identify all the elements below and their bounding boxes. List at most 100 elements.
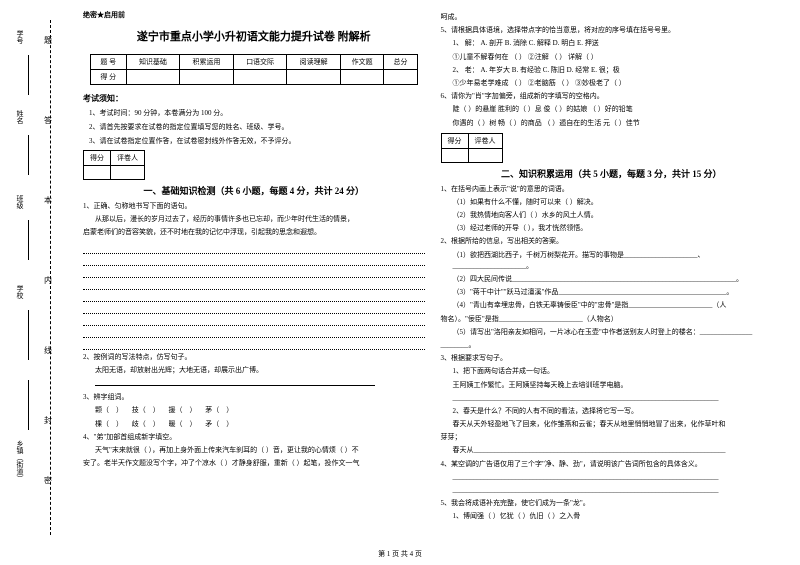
question-s2-2-line: （1）欲把西湖比西子，千树万树梨花开。描写的事物是_______________… — [441, 250, 783, 272]
char-item: 歧（ — [132, 420, 146, 428]
score-cell — [287, 70, 341, 85]
gutter-char: 题 — [44, 35, 52, 46]
question-5-line: 1、 解： A. 剖开 B. 消除 C. 解释 D. 明白 E. 押送 — [441, 38, 783, 49]
exam-page: 学号 姓名 班级 学校 乡镇（街道） 题 答 本 内 线 封 密 绝密★启用前 … — [0, 0, 800, 565]
table-row: 得 分 — [90, 70, 417, 85]
answer-blank: ________________________________________… — [441, 485, 783, 496]
right-column: 呵成。 5、请根据具体语境，选择带点字的恰当意思，将对应的序号填在括号号里。 1… — [433, 10, 791, 565]
notice-item: 3、请在试卷指定位置作答，在试卷密封线外作答无效，不予评分。 — [89, 136, 425, 146]
question-4: 4、"弟"加部首组成新字填空。 — [83, 432, 425, 443]
grade-box: 得分评卷人 — [83, 150, 145, 180]
question-4-body: 天气"末来就很（ ），再加上身外面上传来汽车刹耳的（ ）音，更让我的心情烦（ ）… — [83, 445, 425, 456]
question-3-row: 棵（ ） 歧（ ） 暖（ ） 矛（ ） — [83, 419, 425, 430]
question-s2-2-line: （4）"青山有幸埋忠骨，白铁无辜铸佞臣"中的"忠骨"是指____________… — [441, 300, 783, 311]
score-cell — [180, 70, 234, 85]
char-item: 援（ — [169, 406, 183, 414]
score-cell — [340, 70, 383, 85]
question-4-body: 安了。老半天作文题没写个字，冲了个凉水（ ）才静身舒服，重新（ ）起笔，投作文一… — [83, 458, 425, 469]
question-s2-2: 2、根据所给的信息，写出相关的答案。 — [441, 236, 783, 247]
gutter-field-town: 乡镇（街道） — [15, 440, 25, 482]
dotted-line — [83, 315, 425, 326]
char-item: ） — [190, 406, 197, 414]
question-5-line: 2、 老： A. 年岁大 B. 有经验 C. 陈旧 D. 经常 E. 很；极 — [441, 65, 783, 76]
answer-blank: ________________________________________… — [441, 393, 783, 404]
char-item: ） — [116, 406, 123, 414]
gbox-cell — [111, 166, 145, 180]
question-s2-1-line: （3）经过老师的开导（ ），我才恍然领悟。 — [441, 223, 783, 234]
question-s2-2-line: （2）四大民间传说_______________________________… — [441, 274, 783, 285]
char-item: 颗（ — [95, 406, 109, 414]
question-s2-4: 4、某空调的广告语仅用了三个字"净、静、劲"，请说明该广告词所包含的具体含义。 — [441, 459, 783, 470]
grade-box: 得分评卷人 — [441, 133, 503, 163]
question-2-body: 太阳无语，却放射出光辉；大地无语，却展示出广博。 — [83, 365, 425, 376]
score-cell — [384, 70, 417, 85]
question-s2-2-line: 物名）。"佞臣"是指________________________（人物名） — [441, 314, 783, 325]
question-s2-2-line: （5）请写出"洛阳亲友如相问，一片冰心在玉壶"中作者送别友人时登上的楼名：___… — [441, 327, 783, 338]
score-table: 题 号 知识基础 积累运用 口语交际 阅读理解 作文题 总分 得 分 — [90, 54, 418, 85]
score-cell: 得 分 — [90, 70, 126, 85]
score-cell: 口语交际 — [233, 55, 287, 70]
char-item: ） — [116, 420, 123, 428]
score-cell — [126, 70, 180, 85]
score-cell: 积累运用 — [180, 55, 234, 70]
question-6-line: 你遇的（ ）树 畅（ ）的商品 （ ）遁自在的生活 元（ ）佳节 — [441, 118, 783, 129]
section-2-title: 二、知识积累运用（共 5 小题，每题 3 分，共计 15 分） — [441, 167, 783, 180]
dotted-line — [83, 243, 425, 254]
question-s2-1-line: （1）如果有什么不懂，随时可以来（ ）解决。 — [441, 197, 783, 208]
binding-gutter: 学号 姓名 班级 学校 乡镇（街道） 题 答 本 内 线 封 密 — [0, 0, 70, 565]
question-s2-3-line: 1、把下面两句话合并成一句话。 — [441, 366, 783, 377]
char-item: 茅（ — [205, 406, 219, 414]
char-item: ） — [190, 420, 197, 428]
gutter-char: 本 — [44, 195, 52, 206]
question-s2-1-line: （2）我热情地向客人们（ ）水乡的风土人情。 — [441, 210, 783, 221]
question-1: 1、正确、匀称地书写下面的语句。 — [83, 201, 425, 212]
char-item: 技（ — [132, 406, 146, 414]
gutter-underline — [28, 310, 29, 360]
dotted-line — [83, 279, 425, 290]
gutter-char: 线 — [44, 345, 52, 356]
question-1-body: 启蒙老师们的音容笑貌，还不时地在我的记忆中浮现，引起我的思念和遐想。 — [83, 227, 425, 238]
gutter-char: 内 — [44, 275, 52, 286]
dotted-line — [83, 339, 425, 350]
question-s2-2-line: ________。 — [441, 340, 783, 351]
exam-title: 遂宁市重点小学小升初语文能力提升试卷 附解析 — [83, 28, 425, 44]
question-s2-5-line: 1、博闻强（ ）忆犹（ ）仇旧（ ）之入骨 — [441, 511, 783, 522]
dotted-line — [83, 291, 425, 302]
question-4-cont: 呵成。 — [441, 12, 783, 23]
gbox-cell: 得分 — [84, 151, 111, 166]
score-cell: 知识基础 — [126, 55, 180, 70]
question-3: 3、辨字组词。 — [83, 392, 425, 403]
answer-blank: ________________________________________… — [441, 472, 783, 483]
question-6: 6、请你为"肖"字加偏旁，组成新的字填写的空格内。 — [441, 91, 783, 102]
char-item: 棵（ — [95, 420, 109, 428]
question-s2-2-line: （3）"蒋干中计""跃马过澶溪"作品______________________… — [441, 287, 783, 298]
gbox-cell: 得分 — [441, 133, 468, 148]
table-row: 题 号 知识基础 积累运用 口语交际 阅读理解 作文题 总分 — [90, 55, 417, 70]
notice-heading: 考试须知： — [83, 93, 425, 104]
gbox-cell: 评卷人 — [111, 151, 145, 166]
question-3-row: 颗（ ） 技（ ） 援（ ） 茅（ ） — [83, 405, 425, 416]
notice-item: 1、考试时间：90 分钟，本卷满分为 100 分。 — [89, 108, 425, 118]
question-6-line: 陡（ ）的悬崖 胜利的（ ）息 俊（ ）的姑娘 （ ）好的铅笔 — [441, 104, 783, 115]
dotted-line — [83, 327, 425, 338]
gbox-cell — [441, 148, 468, 162]
notice-item: 2、请首先按要求在试卷的指定位置填写您的姓名、班级、学号。 — [89, 122, 425, 132]
char-item: 暖（ — [169, 420, 183, 428]
question-s2-3-line: 2、春天是什么？不同的人有不同的看法，选择将它写一写。 — [441, 406, 783, 417]
score-cell: 总分 — [384, 55, 417, 70]
char-item: ） — [153, 406, 160, 414]
question-s2-1: 1、在括号内画上表示"说"的意思的词语。 — [441, 184, 783, 195]
char-item: ） — [226, 420, 233, 428]
question-5-line: ①儿童不解春何在 （ ） ②注解 （ ） 详解（ ） — [441, 52, 783, 63]
score-cell: 阅读理解 — [287, 55, 341, 70]
gbox-cell — [468, 148, 502, 162]
question-2: 2、按例词的写法特点，仿写句子。 — [83, 352, 425, 363]
page-footer: 第 1 页 共 4 页 — [0, 549, 800, 559]
question-5-line: ①少年易老学难成 （ ） ②老脑筋 （ ） ③妙极老了（ ） — [441, 78, 783, 89]
gutter-underline — [28, 220, 29, 260]
gutter-field-school: 学校 — [15, 285, 25, 299]
secret-label: 绝密★启用前 — [83, 10, 425, 20]
score-cell: 题 号 — [90, 55, 126, 70]
gutter-underline — [28, 135, 29, 175]
char-item: ） — [153, 420, 160, 428]
